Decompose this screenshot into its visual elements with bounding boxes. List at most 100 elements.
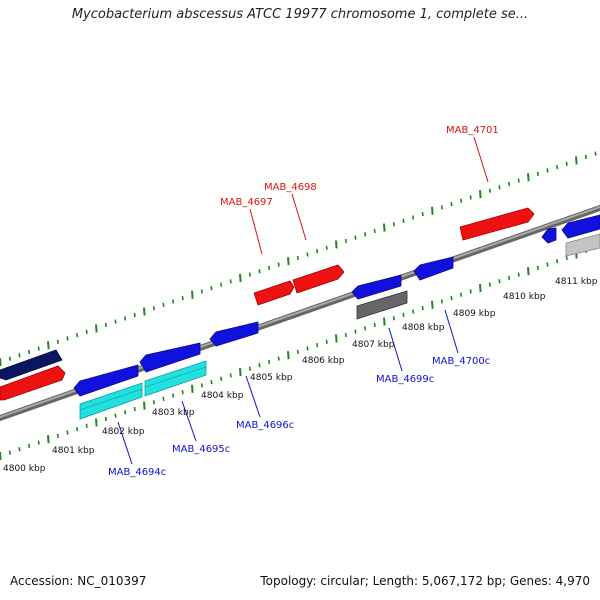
scale-label: 4801 kbp xyxy=(52,446,95,456)
tick-mark xyxy=(557,165,558,169)
gene-feature-mab-4697[interactable] xyxy=(254,281,294,305)
gene-label-mab-4698-leader-line xyxy=(292,194,306,240)
tick-mark xyxy=(163,397,164,401)
tick-mark xyxy=(48,435,49,443)
tick-mark xyxy=(240,274,241,282)
scale-label: 4806 kbp xyxy=(302,356,345,366)
tick-mark xyxy=(317,249,318,253)
tick-mark xyxy=(490,189,491,193)
tick-mark xyxy=(134,407,135,411)
gene-label-mab-4701[interactable]: MAB_4701 xyxy=(446,125,499,136)
tick-mark xyxy=(288,351,289,359)
tick-mark xyxy=(106,323,107,327)
tick-mark xyxy=(163,303,164,307)
scale-label: 4805 kbp xyxy=(250,373,293,383)
tick-mark xyxy=(67,430,68,434)
tick-mark xyxy=(518,179,519,183)
tick-mark xyxy=(538,266,539,270)
gene-label-mab-4699c[interactable]: MAB_4699c xyxy=(376,374,434,385)
tick-mark xyxy=(422,306,423,310)
tick-mark xyxy=(250,367,251,371)
genome-summary-text: Topology: circular; Length: 5,067,172 bp… xyxy=(260,574,590,588)
scale-label: 4809 kbp xyxy=(453,309,496,319)
tick-mark xyxy=(547,168,548,172)
tick-mark xyxy=(538,172,539,176)
tick-mark xyxy=(566,162,567,166)
tick-mark xyxy=(394,316,395,320)
tick-mark xyxy=(144,402,145,410)
tick-mark xyxy=(19,353,20,357)
genome-map[interactable]: 4800 kbp4801 kbp4802 kbp4803 kbp4804 kbp… xyxy=(0,0,600,600)
tick-mark xyxy=(413,310,414,314)
gene-label-mab-4694c[interactable]: MAB_4694c xyxy=(108,467,166,478)
tick-mark xyxy=(480,190,481,198)
tick-mark xyxy=(29,350,30,354)
tick-mark xyxy=(154,306,155,310)
tick-mark xyxy=(394,222,395,226)
tick-mark xyxy=(384,224,385,232)
tick-mark xyxy=(211,286,212,290)
tick-mark xyxy=(346,333,347,337)
tick-mark xyxy=(77,333,78,337)
gene-label-mab-4700c[interactable]: MAB_4700c xyxy=(432,356,490,367)
tick-mark xyxy=(259,363,260,367)
tick-mark xyxy=(96,418,97,426)
tick-mark xyxy=(115,320,116,324)
tick-mark xyxy=(230,279,231,283)
tick-mark xyxy=(499,185,500,189)
tick-mark xyxy=(106,417,107,421)
tick-mark xyxy=(67,336,68,340)
tick-mark xyxy=(557,259,558,263)
tick-mark xyxy=(250,273,251,277)
tick-mark xyxy=(403,313,404,317)
gene-feature-mab-4696c[interactable] xyxy=(210,322,258,346)
tick-mark xyxy=(125,316,126,320)
tick-mark xyxy=(86,330,87,334)
tick-mark xyxy=(470,195,471,199)
gene-label-mab-4696c[interactable]: MAB_4696c xyxy=(236,420,294,431)
gene-label-mab-4695c[interactable]: MAB_4695c xyxy=(172,444,230,455)
scale-label: 4803 kbp xyxy=(152,408,195,418)
scale-labels: 4800 kbp 4801 kbp 4802 kbp 4803 kbp 4804 kbp… xyxy=(3,277,598,474)
tick-mark xyxy=(451,202,452,206)
tick-mark xyxy=(422,212,423,216)
tick-mark xyxy=(10,451,11,455)
tick-mark xyxy=(470,289,471,293)
tick-mark xyxy=(192,291,193,299)
tick-mark xyxy=(442,299,443,303)
tick-mark xyxy=(509,276,510,280)
outer-tick-track xyxy=(0,148,600,366)
tick-mark xyxy=(19,447,20,451)
tick-mark xyxy=(182,390,183,394)
tick-mark xyxy=(490,283,491,287)
tick-mark xyxy=(547,262,548,266)
tick-mark xyxy=(374,323,375,327)
tick-mark xyxy=(38,347,39,351)
gene-label-mab-4698[interactable]: MAB_4698 xyxy=(264,182,317,193)
tick-mark xyxy=(461,199,462,203)
gene-feature-mab-4700c[interactable] xyxy=(414,257,453,280)
gene-feature-mab-4698[interactable] xyxy=(293,265,344,293)
tick-mark xyxy=(269,266,270,270)
tick-mark xyxy=(211,380,212,384)
tick-mark xyxy=(288,257,289,265)
tick-mark xyxy=(221,283,222,287)
tick-mark xyxy=(10,357,11,361)
tick-mark xyxy=(413,216,414,220)
scale-label: 4800 kbp xyxy=(3,464,46,474)
tick-mark xyxy=(384,318,385,326)
tick-mark xyxy=(29,444,30,448)
tick-mark xyxy=(355,330,356,334)
tick-mark xyxy=(77,427,78,431)
tick-mark xyxy=(451,296,452,300)
tick-mark xyxy=(0,358,1,366)
tick-mark xyxy=(240,368,241,376)
tick-mark xyxy=(461,293,462,297)
tick-mark xyxy=(144,308,145,316)
tick-mark xyxy=(576,156,577,164)
tick-mark xyxy=(432,301,433,309)
tick-mark xyxy=(499,279,500,283)
gene-labels: MAB_4697 MAB_4698 MAB_4701 MAB_4694c MAB_469… xyxy=(108,125,499,478)
gene-label-mab-4697[interactable]: MAB_4697 xyxy=(220,197,273,208)
tick-mark xyxy=(173,394,174,398)
